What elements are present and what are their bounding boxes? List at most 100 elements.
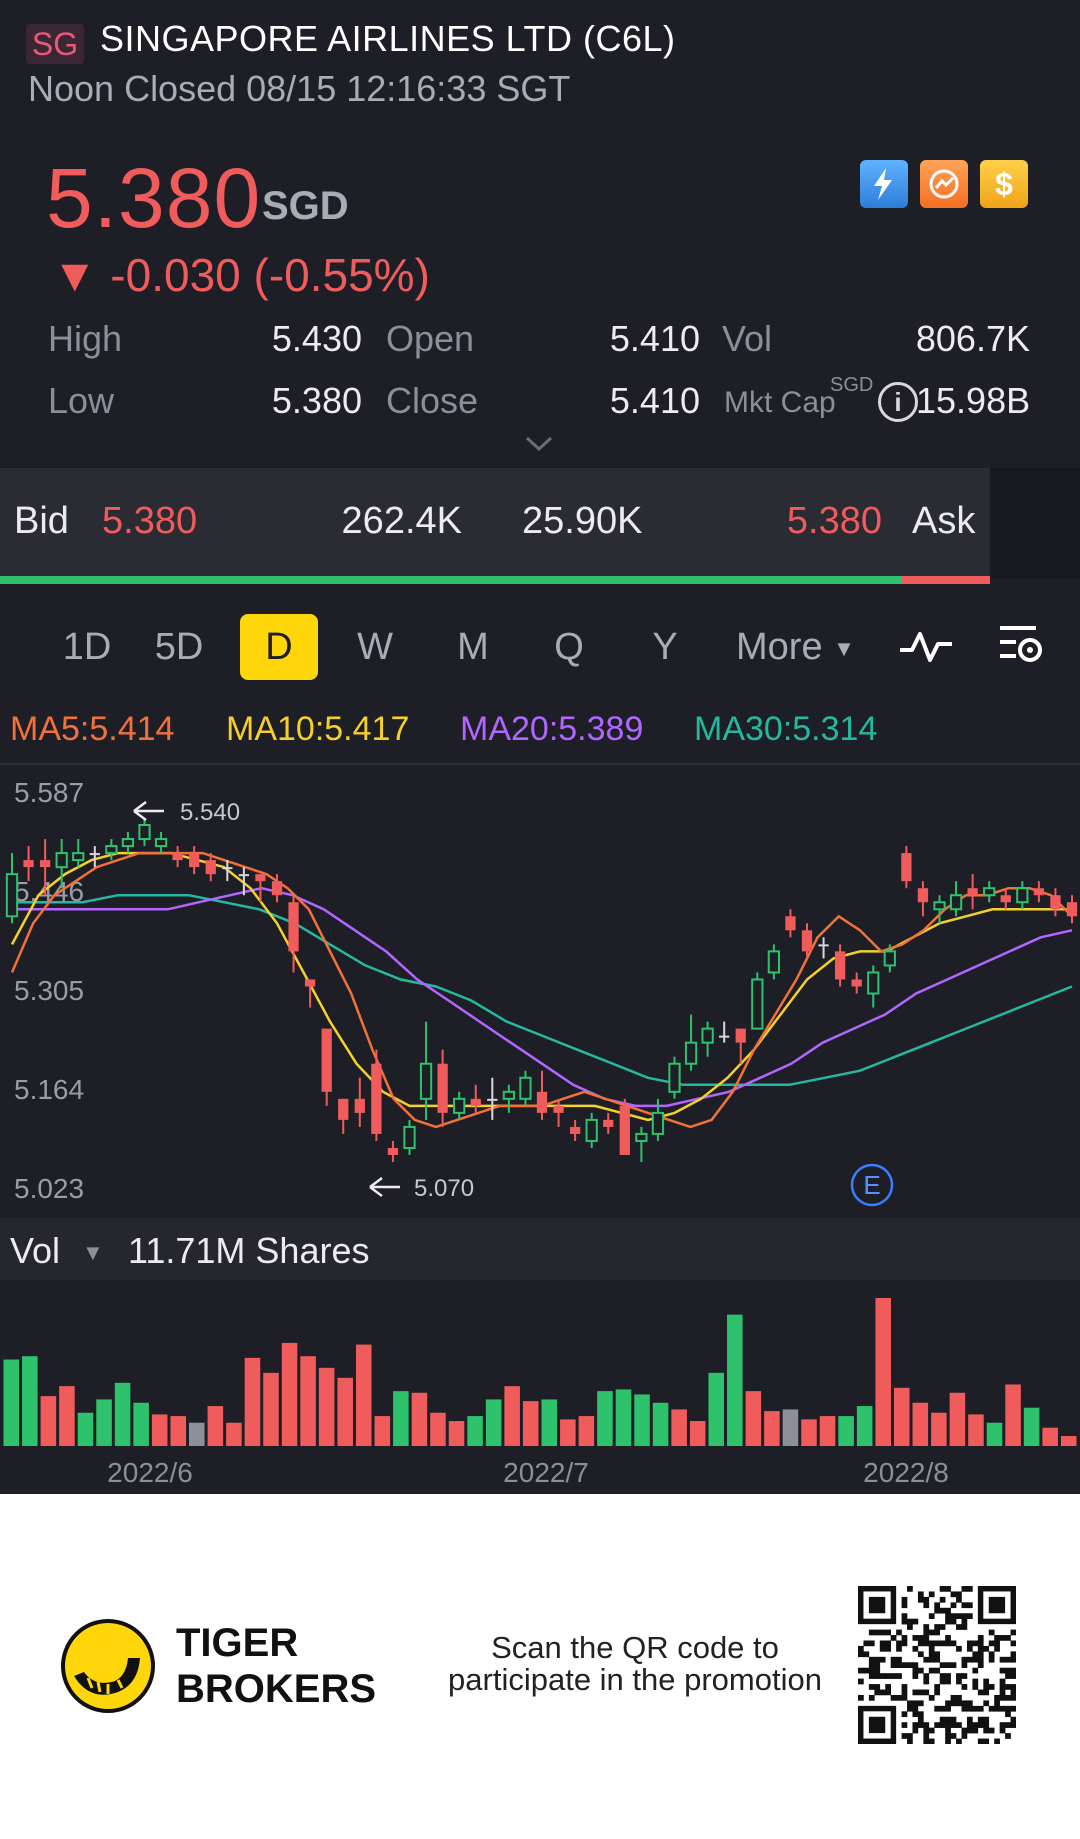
qr-module	[901, 1694, 908, 1701]
candle-body	[437, 1063, 448, 1113]
qr-module	[901, 1613, 908, 1619]
qr-module	[950, 1591, 957, 1598]
qr-module	[950, 1694, 957, 1701]
qr-module	[868, 1629, 875, 1636]
qr-module	[966, 1586, 973, 1592]
gauge-icon[interactable]	[920, 160, 968, 208]
tab-q[interactable]: Q	[554, 626, 584, 668]
qr-module	[901, 1618, 908, 1625]
flash-icon[interactable]	[860, 160, 908, 208]
qr-module	[956, 1700, 962, 1707]
qr-module	[945, 1673, 951, 1679]
candle-body	[5, 873, 19, 918]
tab-5d[interactable]: 5D	[154, 626, 204, 668]
qr-module	[1010, 1684, 1016, 1690]
qr-module	[972, 1684, 979, 1690]
qr-module	[890, 1694, 897, 1701]
ma30-line	[12, 893, 1073, 1087]
qr-module	[917, 1591, 924, 1598]
qr-module	[901, 1635, 908, 1641]
volume-bar	[1023, 1407, 1040, 1446]
tab-1d[interactable]: 1D	[62, 626, 112, 668]
volume-bar	[1060, 1436, 1077, 1446]
candle-body	[288, 902, 299, 952]
qr-module	[868, 1667, 875, 1674]
qr-module	[934, 1667, 941, 1674]
info-icon[interactable]: i	[878, 382, 918, 422]
qr-module	[912, 1635, 919, 1641]
dollar-icon[interactable]: $	[980, 160, 1028, 208]
candle-body	[387, 1147, 399, 1155]
candle-body	[371, 1063, 382, 1134]
x-tick-label: 2022/8	[863, 1457, 949, 1488]
qr-module	[961, 1602, 968, 1609]
qr-module	[966, 1640, 973, 1647]
mktcap-unit: SGD	[830, 374, 874, 396]
qr-module	[945, 1700, 951, 1707]
candle-body	[271, 881, 283, 896]
qr-module	[966, 1645, 973, 1652]
bid-label: Bid	[14, 500, 69, 542]
volume-bar	[949, 1392, 966, 1446]
qr-module	[961, 1613, 968, 1619]
tab-y[interactable]: Y	[652, 626, 678, 668]
qr-module	[868, 1673, 875, 1679]
qr-module	[912, 1662, 919, 1669]
high-marker-label: 5.540	[180, 799, 240, 826]
qr-module	[983, 1645, 990, 1652]
candle-body	[933, 901, 946, 911]
qr-module	[972, 1640, 979, 1647]
candle-body	[1066, 902, 1078, 917]
ma5-legend: MA5:5.414	[10, 710, 175, 748]
volume-bar	[411, 1392, 428, 1446]
bid-ask-bar	[0, 468, 990, 578]
volume-bar	[764, 1411, 780, 1446]
candle-body	[536, 1091, 548, 1113]
low-marker-label: 5.070	[414, 1175, 474, 1202]
volume-bar	[151, 1414, 168, 1446]
candle-body	[751, 978, 764, 1030]
volume-label[interactable]: Vol	[10, 1230, 61, 1271]
qr-module	[999, 1727, 1006, 1734]
qr-module	[939, 1624, 946, 1630]
qr-module	[999, 1678, 1006, 1685]
indicator-icon[interactable]	[898, 624, 954, 668]
candle-body	[255, 874, 266, 882]
qr-module	[928, 1640, 935, 1647]
qr-module	[961, 1656, 968, 1663]
qr-module	[956, 1738, 962, 1744]
qr-module	[1005, 1711, 1011, 1718]
chevron-down-icon[interactable]	[524, 430, 554, 460]
caret-down-icon[interactable]: ▼	[82, 1240, 104, 1265]
candle-body	[23, 860, 34, 868]
volume-bar	[856, 1406, 873, 1446]
qr-module	[1005, 1635, 1011, 1641]
qr-module	[956, 1678, 962, 1685]
qr-module	[1010, 1705, 1016, 1712]
qr-module	[917, 1711, 924, 1718]
candle-body	[354, 1098, 365, 1113]
qr-module	[917, 1635, 924, 1641]
qr-module	[934, 1640, 941, 1647]
qr-module	[923, 1733, 930, 1739]
qr-module	[868, 1694, 875, 1701]
more-periods-dropdown[interactable]: More ▼	[736, 614, 855, 682]
tab-m[interactable]: M	[457, 626, 489, 668]
candle-body	[719, 1035, 730, 1038]
qr-code-icon[interactable]	[858, 1586, 1016, 1744]
qr-module	[966, 1602, 973, 1609]
qr-module	[934, 1656, 941, 1663]
tab-w[interactable]: W	[357, 626, 393, 668]
market-status: Noon Closed 08/15 12:16:33 SGT	[28, 68, 571, 109]
tab-d[interactable]: D	[240, 614, 318, 680]
candle-body	[519, 1076, 532, 1100]
volume-header	[0, 1218, 1080, 1280]
chart-settings-icon[interactable]	[996, 618, 1048, 670]
qr-module	[966, 1700, 973, 1707]
volume-bar	[393, 1391, 409, 1446]
qr-module	[912, 1689, 919, 1696]
qr-module	[896, 1694, 902, 1701]
qr-module	[945, 1618, 951, 1625]
volume-bar	[114, 1382, 131, 1446]
